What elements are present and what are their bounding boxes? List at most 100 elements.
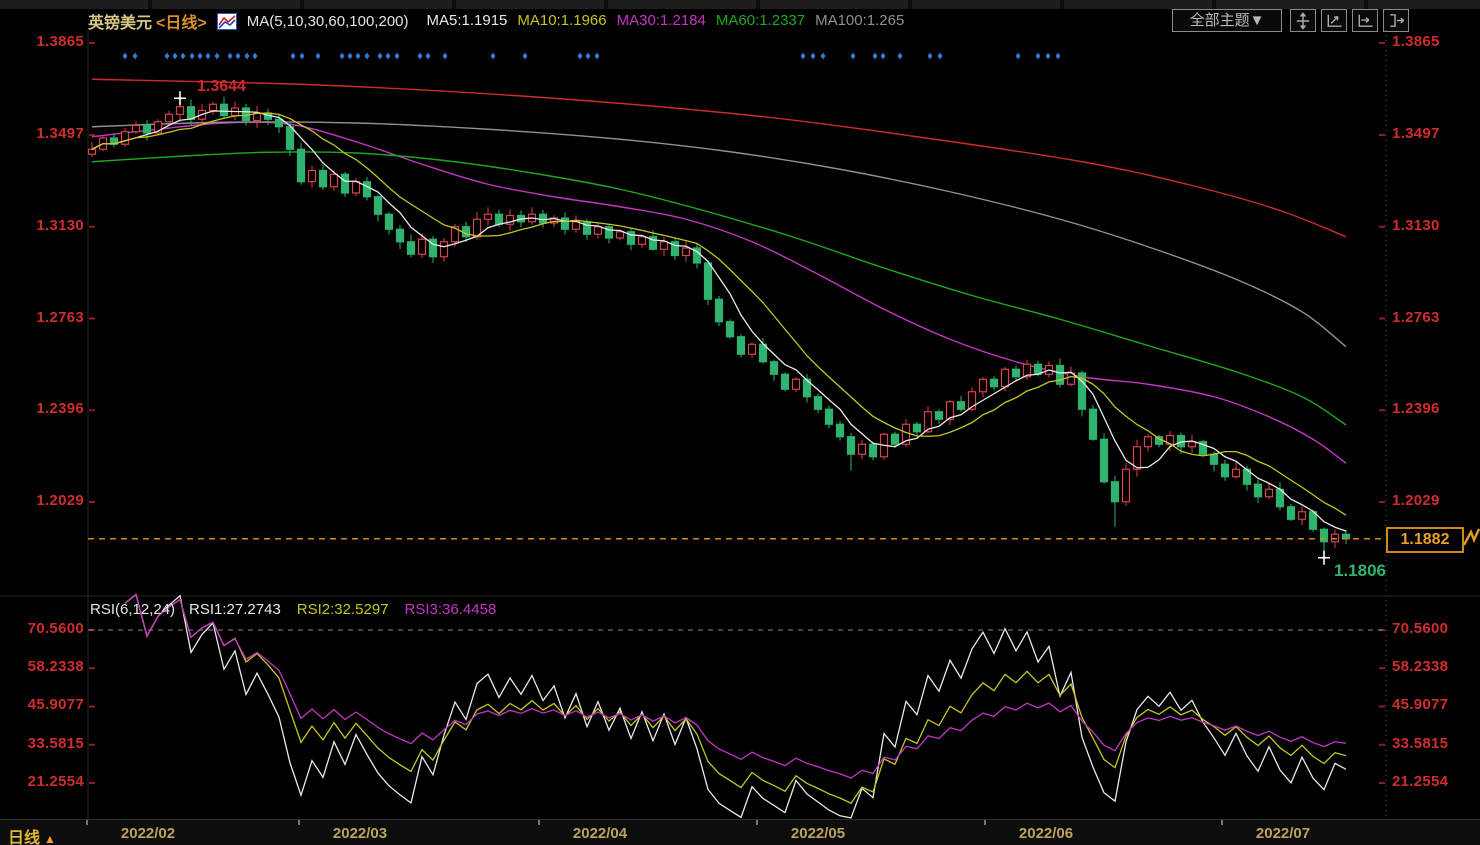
event-marker-icon (355, 52, 361, 60)
candle (615, 231, 625, 239)
candle (340, 173, 350, 194)
candle (1077, 372, 1087, 410)
candle (164, 113, 174, 123)
axis-tick-label: 58.2338 (27, 658, 84, 676)
month-tick (298, 820, 300, 825)
rsi-value: RSI3:36.4458 (404, 601, 497, 618)
axis-tick-label: 58.2338 (1392, 658, 1449, 676)
candle (1000, 368, 1010, 388)
window-top-strip (0, 0, 1480, 10)
candle (142, 124, 152, 134)
candle (670, 241, 680, 257)
ma60-line (91, 151, 1347, 426)
event-marker-icon (585, 52, 591, 60)
rsi-settings-label[interactable]: RSI(6,12,24) (90, 601, 176, 618)
symbol-name: 英镑美元 (88, 15, 153, 32)
axis-tick-label: 1.2763 (36, 308, 84, 326)
month-tick (984, 820, 986, 825)
event-marker-icon (235, 52, 241, 60)
event-marker-icon (364, 52, 370, 60)
event-marker-icon (1045, 52, 1051, 60)
candle (153, 121, 163, 134)
ma-value: MA60:1.2337 (715, 12, 806, 29)
candle (769, 361, 779, 375)
candle (351, 181, 361, 194)
candle (945, 401, 955, 420)
period-high-label: 1.3644 (197, 78, 246, 95)
export-button[interactable] (1383, 9, 1409, 32)
date-label: 2022/07 (1255, 825, 1311, 842)
ma-settings-label[interactable]: MA(5,10,30,60,100,200) (246, 12, 409, 30)
candle (703, 262, 713, 300)
date-label: 2022/03 (332, 825, 388, 842)
candle (439, 241, 449, 258)
candle (846, 436, 856, 455)
period-selector[interactable]: 日线 ▲ (8, 824, 56, 845)
month-tick (1221, 820, 1223, 825)
axis-pan-button[interactable] (1352, 9, 1378, 32)
candle (219, 103, 229, 117)
event-marker-icon (377, 52, 383, 60)
candle (1055, 364, 1065, 385)
axis-tick-label: 33.5815 (1392, 734, 1449, 752)
candle (857, 443, 867, 455)
event-marker-icon (132, 52, 138, 60)
candle (395, 228, 405, 243)
event-marker-icon (897, 52, 903, 60)
theme-selector-button[interactable]: 全部主题▼ (1172, 9, 1282, 32)
month-tick (756, 820, 758, 825)
candle (1264, 488, 1274, 498)
axis-scale-button[interactable] (1321, 9, 1347, 32)
candle (747, 343, 757, 355)
axis-tick-label: 1.2029 (36, 492, 84, 509)
rsi-value: RSI1:27.2743 (189, 601, 281, 618)
candle (791, 378, 801, 390)
ma-value: MA10:1.1966 (517, 12, 607, 29)
candle (967, 391, 977, 410)
candle (560, 217, 570, 230)
axis-tick-label: 33.5815 (27, 734, 84, 752)
candle (824, 408, 834, 425)
candle (912, 423, 922, 433)
period-low-label: 1.1806 (1334, 561, 1386, 580)
event-marker-icon (800, 52, 806, 60)
axis-tick-label: 1.3130 (1392, 216, 1440, 234)
candle (978, 378, 988, 393)
axis-tick-label: 1.3130 (36, 216, 84, 234)
event-marker-icon (385, 52, 391, 60)
ma-value: MA5:1.1915 (426, 12, 508, 29)
pan-button[interactable] (1290, 9, 1316, 32)
period-tag: <日线> (156, 15, 207, 32)
candle (923, 411, 933, 433)
axis-tick-label: 1.2763 (1392, 308, 1440, 326)
candle (384, 213, 394, 230)
price-alert-icon (1462, 528, 1480, 546)
candle (1253, 483, 1263, 498)
event-marker-icon (880, 52, 886, 60)
event-marker-icon (810, 52, 816, 60)
candle (736, 336, 746, 355)
rsi-value: RSI2:32.5297 (296, 601, 389, 618)
candle (296, 148, 306, 183)
candle (604, 226, 614, 239)
event-marker-icon (189, 52, 195, 60)
candle (1011, 368, 1021, 378)
candle (307, 169, 317, 183)
axis-tick-label: 1.2396 (1392, 400, 1440, 418)
event-marker-icon (820, 52, 826, 60)
candle (241, 107, 251, 122)
month-tick (86, 820, 88, 825)
ma-values-row: MA5:1.1915 MA10:1.1966 MA30:1.2184 MA60:1.2… (417, 12, 905, 30)
rsi2-line (124, 593, 1347, 805)
event-marker-icon (227, 52, 233, 60)
candle (637, 236, 647, 245)
event-marker-icon (164, 52, 170, 60)
candle (1220, 463, 1230, 478)
candle (648, 236, 658, 250)
event-marker-icon (244, 52, 250, 60)
candle (956, 401, 966, 410)
candle (406, 241, 416, 255)
event-marker-icon (937, 52, 943, 60)
